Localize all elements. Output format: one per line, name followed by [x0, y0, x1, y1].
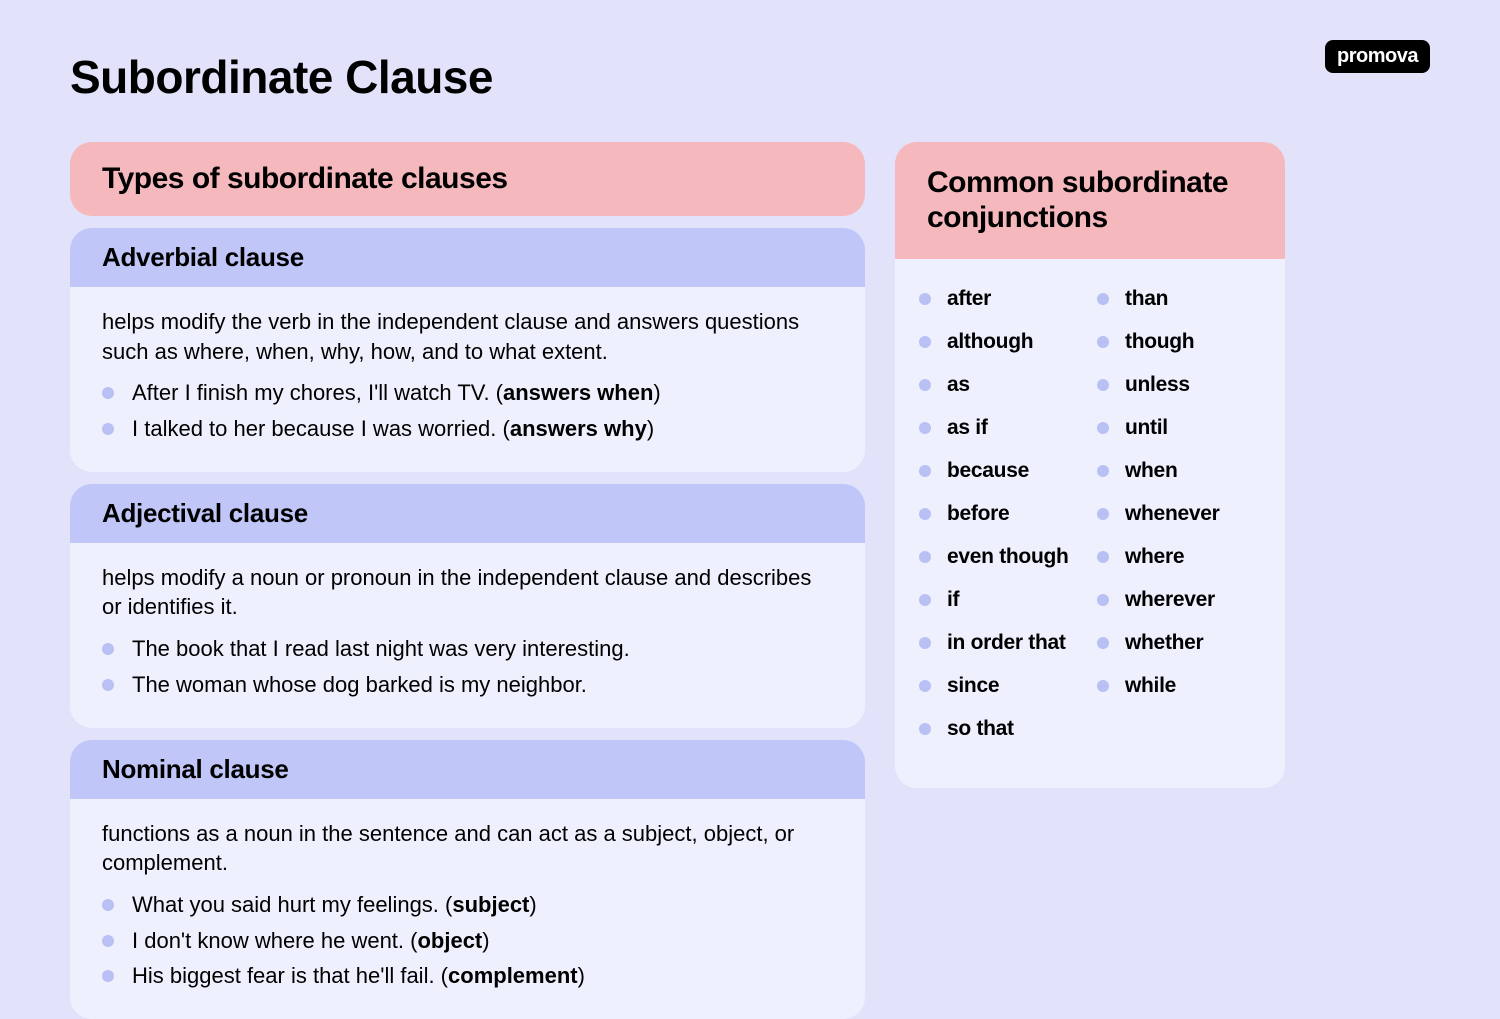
example-list: The book that I read last night was very…: [102, 634, 833, 699]
conjunctions-col-2: than though unless until when whenever where wh…: [1097, 287, 1261, 760]
example-list: What you said hurt my feelings. (subject…: [102, 890, 833, 991]
clause-description: helps modify a noun or pronoun in the in…: [102, 563, 833, 622]
conjunctions-box: after although as as if because before even th…: [895, 259, 1285, 788]
conjunction-item: because: [919, 459, 1083, 483]
conjunctions-header: Common subordinate conjunctions: [895, 142, 1285, 259]
conjunction-item: whenever: [1097, 502, 1261, 526]
brand-logo: promova: [1325, 40, 1430, 73]
clause-description: functions as a noun in the sentence and …: [102, 819, 833, 878]
conjunction-item: even though: [919, 545, 1083, 569]
conjunction-item: although: [919, 330, 1083, 354]
conjunction-item: whether: [1097, 631, 1261, 655]
conjunction-item: though: [1097, 330, 1261, 354]
types-header: Types of subordinate clauses: [70, 142, 865, 216]
types-column: Types of subordinate clauses Adverbial c…: [70, 142, 865, 1019]
conjunction-item: in order that: [919, 631, 1083, 655]
example-item: I don't know where he went. (object): [102, 926, 833, 956]
clause-type-body: functions as a noun in the sentence and …: [70, 799, 865, 1019]
clause-description: helps modify the verb in the independent…: [102, 307, 833, 366]
clause-type-body: helps modify a noun or pronoun in the in…: [70, 543, 865, 728]
conjunction-item: than: [1097, 287, 1261, 311]
clause-type-header: Adverbial clause: [70, 228, 865, 287]
example-item: What you said hurt my feelings. (subject…: [102, 890, 833, 920]
clause-type-body: helps modify the verb in the independent…: [70, 287, 865, 472]
main-content: Types of subordinate clauses Adverbial c…: [70, 142, 1430, 1019]
conjunction-item: after: [919, 287, 1083, 311]
example-item: I talked to her because I was worried. (…: [102, 414, 833, 444]
conjunction-item: as: [919, 373, 1083, 397]
page-title: Subordinate Clause: [70, 50, 1430, 104]
conjunction-item: while: [1097, 674, 1261, 698]
example-item: The woman whose dog barked is my neighbo…: [102, 670, 833, 700]
conjunction-item: so that: [919, 717, 1083, 741]
conjunctions-column: Common subordinate conjunctions after alt…: [895, 142, 1285, 788]
conjunction-item: if: [919, 588, 1083, 612]
clause-type-header: Nominal clause: [70, 740, 865, 799]
example-item: After I finish my chores, I'll watch TV.…: [102, 378, 833, 408]
conjunction-item: since: [919, 674, 1083, 698]
conjunction-item: before: [919, 502, 1083, 526]
conjunctions-col-1: after although as as if because before even th…: [919, 287, 1083, 760]
conjunction-item: when: [1097, 459, 1261, 483]
example-item: His biggest fear is that he'll fail. (co…: [102, 961, 833, 991]
conjunction-item: unless: [1097, 373, 1261, 397]
example-item: The book that I read last night was very…: [102, 634, 833, 664]
conjunction-item: as if: [919, 416, 1083, 440]
example-list: After I finish my chores, I'll watch TV.…: [102, 378, 833, 443]
clause-type-header: Adjectival clause: [70, 484, 865, 543]
conjunction-item: wherever: [1097, 588, 1261, 612]
conjunction-item: where: [1097, 545, 1261, 569]
conjunction-item: until: [1097, 416, 1261, 440]
